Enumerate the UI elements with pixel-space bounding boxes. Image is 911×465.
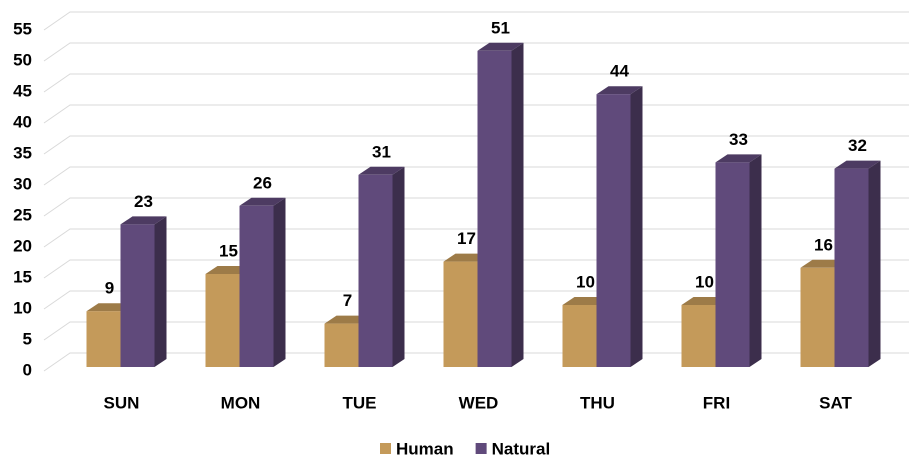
data-label: 32 [848, 136, 867, 155]
y-tick-label: 20 [13, 236, 32, 255]
y-tick-label: 55 [13, 19, 32, 38]
y-tick-label: 40 [13, 112, 32, 131]
bar-top [596, 86, 643, 95]
bar [596, 94, 631, 367]
grid-line [43, 73, 909, 93]
bar-side [630, 86, 643, 367]
bar-side [511, 42, 524, 368]
bar [358, 174, 393, 367]
bar [86, 311, 121, 367]
bar-top [834, 160, 881, 169]
bar-top [239, 197, 286, 206]
bar [443, 261, 478, 367]
x-tick-label: WED [459, 393, 499, 412]
y-tick-label: 0 [23, 360, 32, 379]
y-tick-label: 35 [13, 143, 32, 162]
y-tick-label: 30 [13, 174, 32, 193]
bar [681, 305, 716, 367]
bar [715, 162, 750, 367]
data-label: 9 [105, 279, 114, 298]
bar-side [392, 166, 405, 367]
data-label: 10 [695, 272, 714, 291]
grid-line [43, 11, 909, 31]
data-label: 15 [219, 241, 238, 260]
grid-line [43, 197, 909, 217]
x-tick-label: SUN [104, 393, 140, 412]
data-label: 23 [134, 192, 153, 211]
bar [239, 205, 274, 367]
x-tick-label: TUE [343, 393, 377, 412]
y-tick-label: 10 [13, 298, 32, 317]
legend-label: Human [396, 439, 454, 458]
y-tick-label: 25 [13, 205, 32, 224]
bar-side [868, 160, 881, 367]
data-label: 7 [343, 291, 352, 310]
grid-line [43, 135, 909, 155]
y-tick-label: 45 [13, 81, 32, 100]
bar [120, 224, 155, 367]
bar-side [154, 216, 167, 367]
grid-line [43, 228, 909, 248]
bar-side [273, 197, 286, 367]
bar [205, 274, 240, 367]
bar-top [358, 166, 405, 175]
grid-line [43, 104, 909, 124]
bar-top [715, 154, 762, 163]
grid-line [43, 42, 909, 62]
x-tick-label: MON [221, 393, 261, 412]
x-tick-label: FRI [703, 393, 730, 412]
x-tick-label: THU [580, 393, 615, 412]
data-label: 51 [491, 18, 510, 37]
data-label: 33 [729, 130, 748, 149]
x-tick-label: SAT [819, 393, 852, 412]
bar [834, 168, 869, 367]
data-label: 10 [576, 272, 595, 291]
bar [800, 267, 835, 367]
y-tick-label: 15 [13, 267, 32, 286]
bar-side [749, 154, 762, 367]
data-label: 26 [253, 173, 272, 192]
bar [324, 323, 359, 367]
legend-swatch [475, 443, 487, 454]
bar [477, 50, 512, 368]
bar-top [477, 42, 524, 51]
legend-label: Natural [492, 439, 551, 458]
y-tick-label: 5 [23, 329, 32, 348]
y-tick-label: 50 [13, 50, 32, 69]
bar-top [120, 216, 167, 225]
bar [562, 305, 597, 367]
data-label: 31 [372, 142, 391, 161]
data-label: 16 [814, 235, 833, 254]
legend-swatch [380, 443, 391, 454]
data-label: 17 [457, 229, 476, 248]
grid-line [43, 166, 909, 186]
data-label: 44 [610, 62, 629, 81]
